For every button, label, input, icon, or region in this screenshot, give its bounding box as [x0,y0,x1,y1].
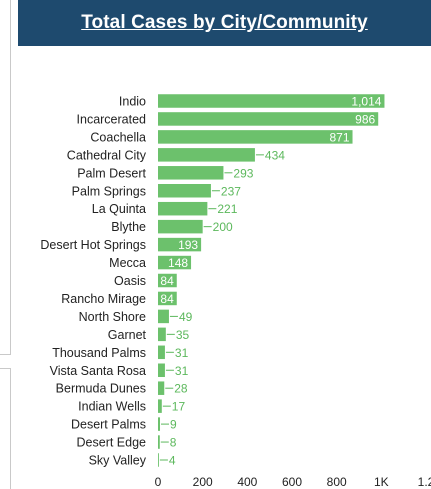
chart-header: Total Cases by City/Community [18,0,431,46]
bar[interactable] [158,237,202,252]
x-tick-label: 800 [327,475,347,488]
bar[interactable] [158,166,224,180]
data-label: 221 [217,202,237,216]
data-label: 31 [175,364,189,378]
bar[interactable] [158,345,165,360]
category-label: Palm Desert [77,166,146,180]
category-label: Desert Palms [71,418,146,432]
x-tick-label: 1.2 [418,475,431,488]
data-label: 31 [175,346,189,360]
data-label: 1,014 [351,95,381,109]
bar[interactable] [158,201,208,216]
category-label: Coachella [90,130,146,144]
data-label: 434 [265,148,285,162]
data-label: 84 [160,292,174,306]
bar[interactable] [158,273,177,288]
x-tick-label: 400 [237,475,257,488]
category-label: North Shore [79,310,146,324]
data-label: 49 [179,310,193,324]
bar[interactable] [158,363,165,378]
x-tick-label: 1K [374,475,389,488]
data-label: 193 [178,238,198,252]
category-label: Blythe [111,220,146,234]
bar[interactable] [158,94,385,108]
data-label: 84 [160,274,174,288]
chart-card: Total Cases by City/Community Indio 1,014… [18,0,431,488]
bar[interactable] [158,381,165,395]
category-label: Cathedral City [67,148,147,162]
category-label: Incarcerated [77,112,147,126]
data-label: 148 [168,256,188,270]
category-label: Bermuda Dunes [56,382,146,396]
bar[interactable] [158,255,192,270]
bar[interactable] [158,130,353,144]
category-label: Garnet [108,328,147,342]
data-label: 871 [329,130,349,144]
category-label: Indian Wells [78,400,146,414]
bar[interactable] [158,327,166,342]
x-tick-label: 600 [282,475,302,488]
bar[interactable] [158,309,169,324]
bar[interactable] [158,184,211,198]
bar[interactable] [158,453,159,467]
data-label: 8 [170,436,177,450]
data-label: 293 [233,166,253,180]
bar[interactable] [158,291,177,306]
data-label: 4 [169,454,176,468]
category-label: Thousand Palms [52,346,146,360]
bar-chart: Indio 1,014 Incarcerated 986 Coachella 871 Cat… [40,94,431,488]
x-tick-label: 200 [193,475,213,488]
data-label: 35 [176,328,190,342]
left-panel-bottom [0,368,11,489]
category-label: Desert Edge [77,436,147,450]
data-label: 986 [355,112,375,126]
left-panel-top [0,0,11,355]
bar[interactable] [158,112,379,126]
bar[interactable] [158,435,160,449]
bar[interactable] [158,148,255,162]
data-label: 9 [170,418,177,432]
data-label: 17 [172,400,186,414]
category-label: Sky Valley [89,454,147,468]
data-label: 200 [213,220,233,234]
chart-title[interactable]: Total Cases by City/Community [81,12,368,33]
category-label: Indio [119,95,146,109]
data-label: 28 [174,382,188,396]
category-label: Oasis [114,274,146,288]
category-label: Rancho Mirage [61,292,146,306]
category-label: La Quinta [92,202,146,216]
x-tick-label: 0 [155,475,162,488]
category-label: Vista Santa Rosa [50,364,146,378]
bar[interactable] [158,399,162,413]
data-label: 237 [221,184,241,198]
category-label: Palm Springs [72,184,146,198]
category-label: Desert Hot Springs [40,238,146,252]
category-label: Mecca [109,256,146,270]
bar[interactable] [158,417,161,431]
bar[interactable] [158,219,203,234]
